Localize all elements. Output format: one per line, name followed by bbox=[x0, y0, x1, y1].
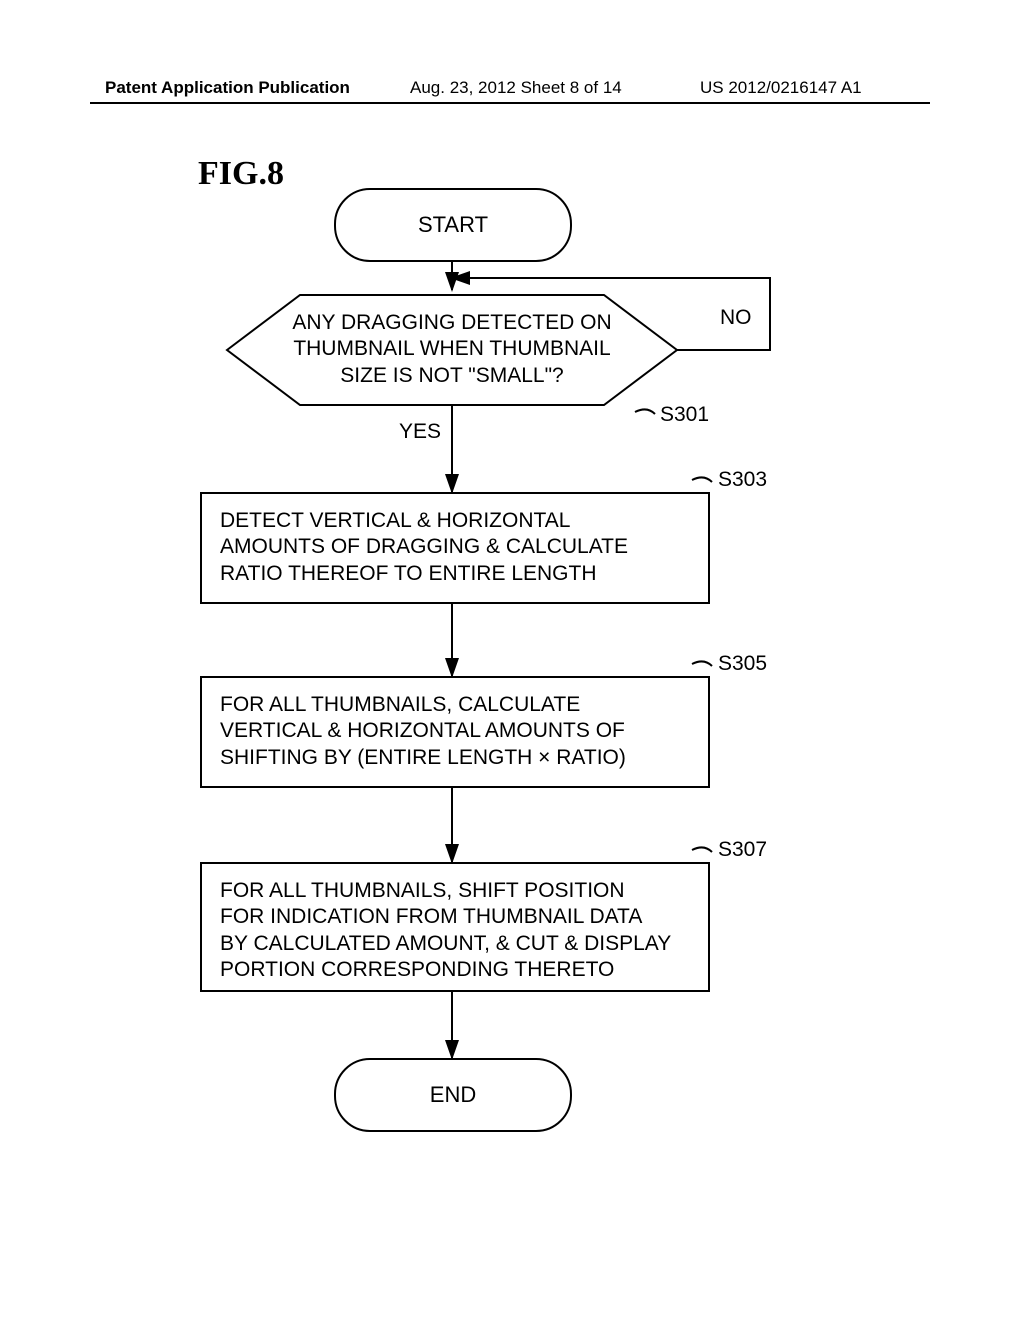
header-pub-number: US 2012/0216147 A1 bbox=[700, 78, 862, 98]
ref-s305: S305 bbox=[718, 652, 767, 676]
process-s303-text: DETECT VERTICAL & HORIZONTALAMOUNTS OF D… bbox=[220, 509, 628, 585]
start-text: START bbox=[418, 212, 488, 238]
end-text: END bbox=[430, 1082, 476, 1108]
process-s303: DETECT VERTICAL & HORIZONTALAMOUNTS OF D… bbox=[200, 492, 710, 604]
process-s305: FOR ALL THUMBNAILS, CALCULATEVERTICAL & … bbox=[200, 676, 710, 788]
ref-s303: S303 bbox=[718, 468, 767, 492]
label-no: NO bbox=[720, 306, 752, 330]
process-s307: FOR ALL THUMBNAILS, SHIFT POSITIONFOR IN… bbox=[200, 862, 710, 992]
header-rule bbox=[90, 102, 930, 104]
start-node: START bbox=[334, 188, 572, 262]
label-yes: YES bbox=[399, 420, 441, 444]
end-node: END bbox=[334, 1058, 572, 1132]
process-s305-text: FOR ALL THUMBNAILS, CALCULATEVERTICAL & … bbox=[220, 693, 626, 769]
ref-s307: S307 bbox=[718, 838, 767, 862]
ref-s301: S301 bbox=[660, 403, 709, 427]
header-date-sheet: Aug. 23, 2012 Sheet 8 of 14 bbox=[410, 78, 622, 98]
decision-text: ANY DRAGGING DETECTED ONTHUMBNAIL WHEN T… bbox=[270, 310, 634, 389]
figure-label: FIG.8 bbox=[198, 155, 284, 193]
header-publication: Patent Application Publication bbox=[105, 78, 350, 98]
process-s307-text: FOR ALL THUMBNAILS, SHIFT POSITIONFOR IN… bbox=[220, 879, 671, 981]
